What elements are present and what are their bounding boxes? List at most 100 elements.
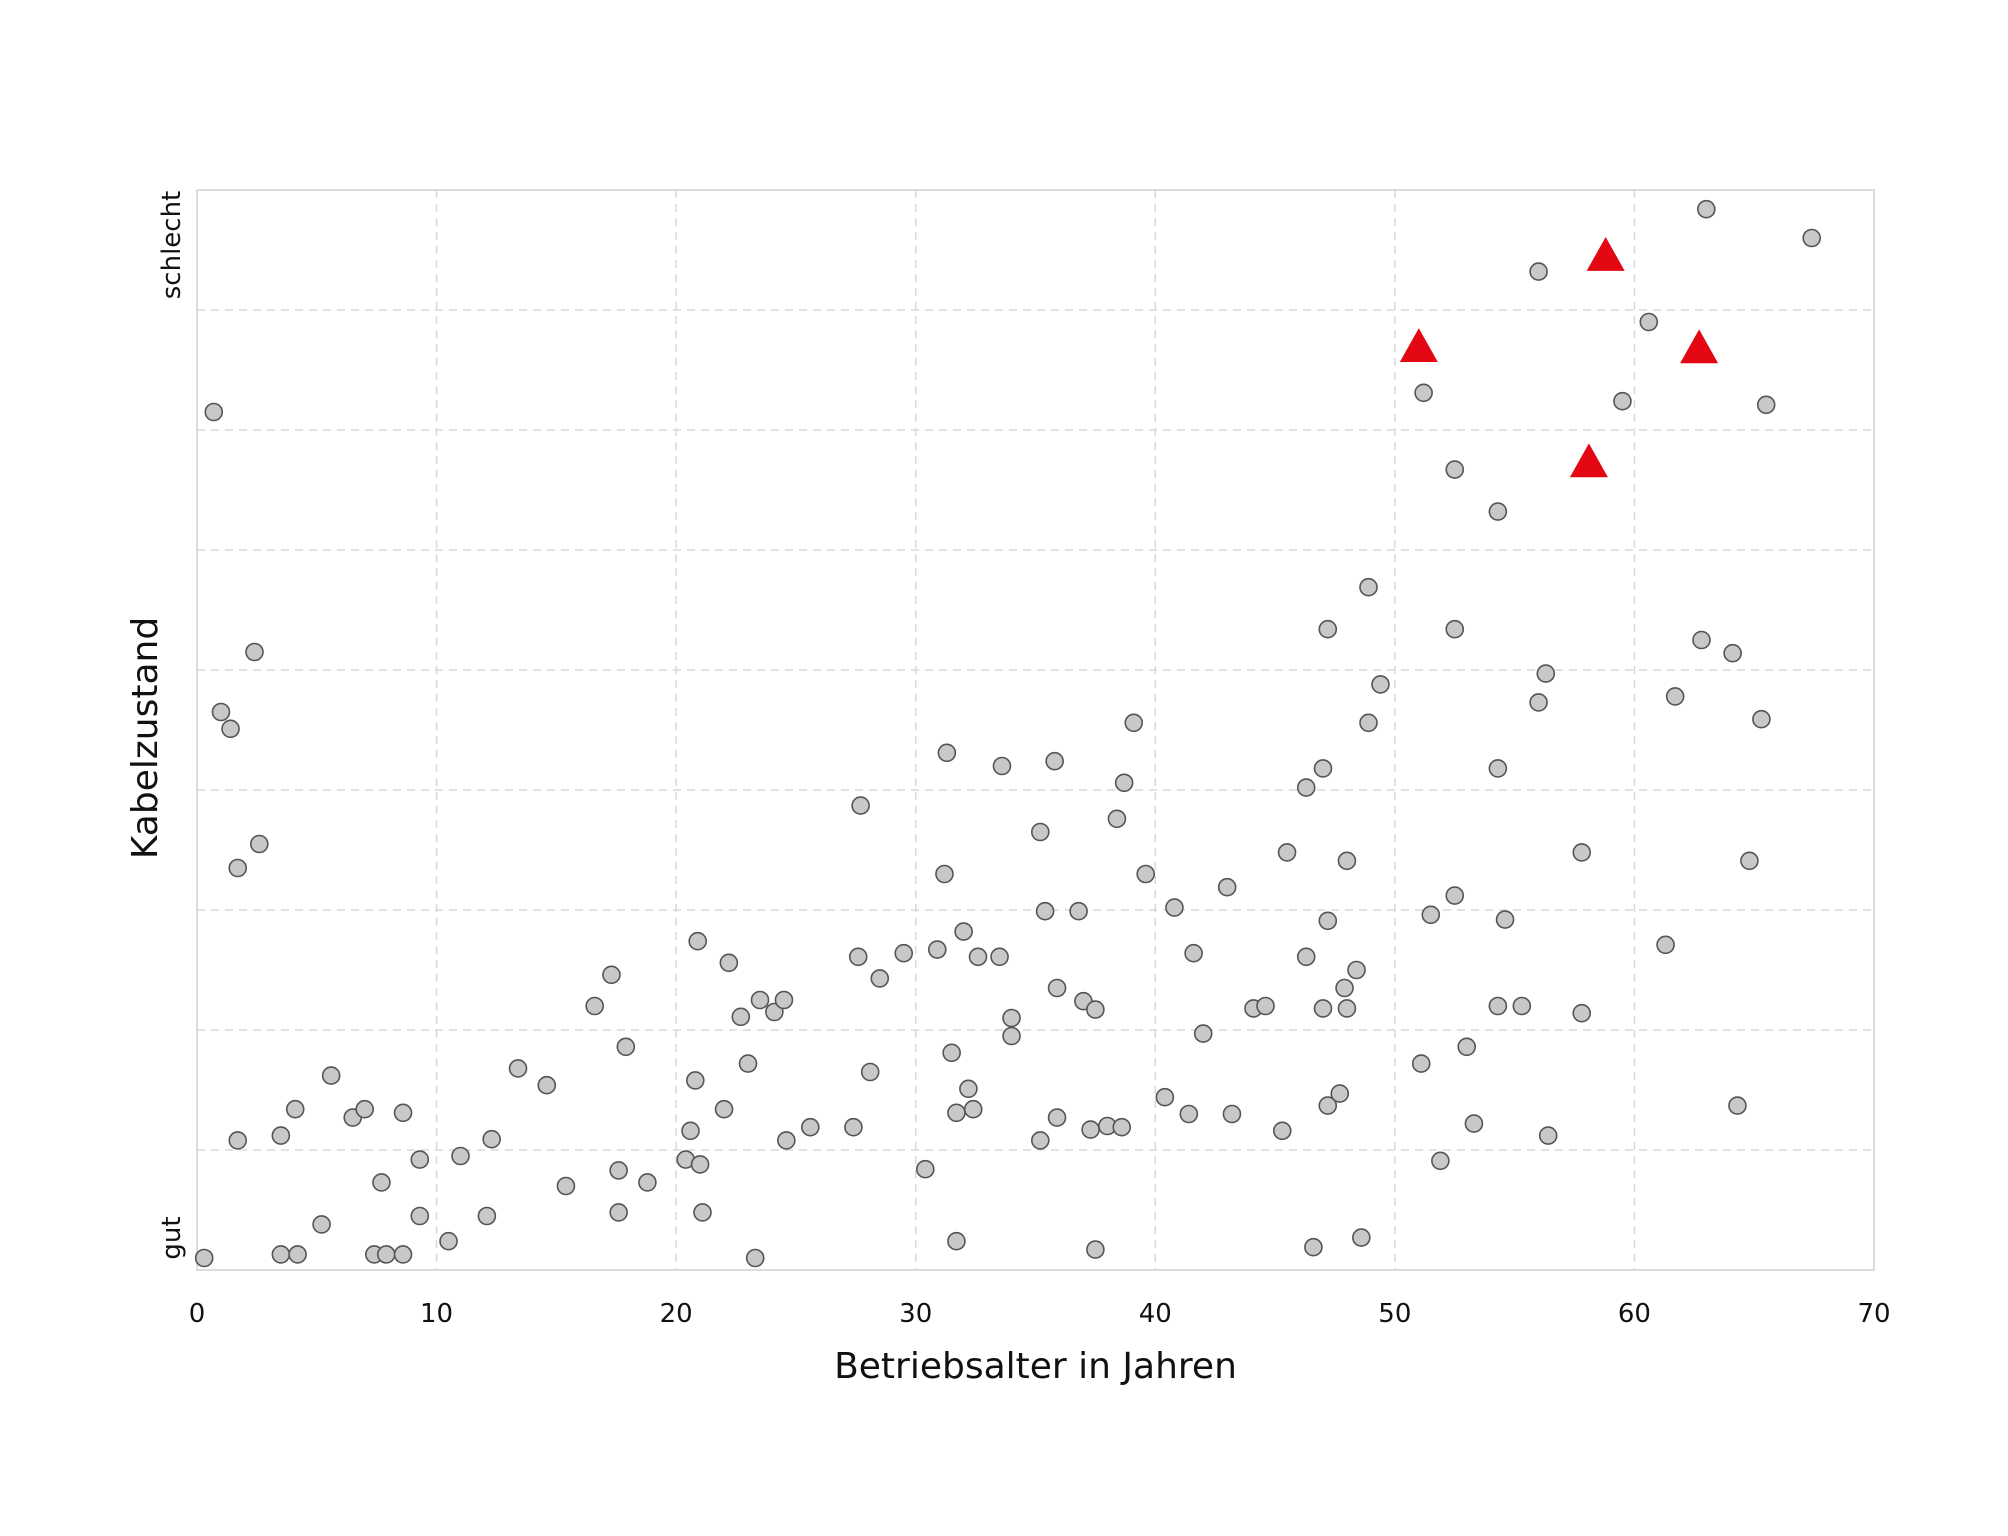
circle-point (937, 743, 957, 763)
circle-point (1304, 1237, 1323, 1257)
x-tick-label: 40 (1139, 1299, 1172, 1329)
circle-point (1337, 851, 1357, 871)
circle-point (927, 940, 947, 959)
triangle-point (1586, 237, 1625, 271)
y-axis-title: Kabelzustand (125, 617, 166, 859)
circle-point (1193, 1024, 1213, 1043)
circle-point (638, 1173, 657, 1192)
circle-point (774, 990, 794, 1010)
y-category-label-high: schlecht (157, 191, 187, 300)
circle-point (1457, 1037, 1477, 1057)
circle-point (556, 1176, 576, 1196)
circle-point (1488, 502, 1508, 521)
circle-point (1445, 886, 1465, 905)
triangle-point (1569, 443, 1608, 478)
circle-point (714, 1099, 734, 1119)
circle-point (1030, 1131, 1050, 1150)
x-tick-label: 0 (189, 1299, 206, 1329)
circle-point (1081, 1120, 1100, 1139)
circle-point (194, 1248, 214, 1268)
circle-point (1464, 1114, 1484, 1133)
circle-point (1536, 664, 1556, 683)
circle-point (393, 1103, 413, 1123)
circle-point (731, 1007, 751, 1027)
circle-point (393, 1245, 413, 1264)
circle-point (750, 990, 770, 1010)
circle-point (935, 864, 954, 884)
circle-point (1165, 898, 1184, 917)
x-tick-label: 60 (1618, 1299, 1651, 1329)
circle-point (245, 642, 264, 662)
circle-point (1337, 999, 1357, 1018)
circle-point (693, 1203, 712, 1222)
circle-point (372, 1173, 391, 1192)
circle-point (1639, 312, 1659, 332)
circle-point (609, 1161, 628, 1180)
circle-point (1697, 199, 1716, 219)
circle-point (1330, 1084, 1350, 1103)
circle-point (1136, 864, 1156, 884)
circle-point (249, 834, 269, 854)
circle-point (954, 922, 973, 941)
circle-point (1802, 228, 1822, 248)
triangle-point (1399, 328, 1438, 363)
circle-point (1124, 713, 1144, 733)
circle-point (851, 796, 870, 815)
circle-point (1347, 960, 1366, 980)
circle-point (1352, 1228, 1371, 1247)
circle-point (1222, 1104, 1242, 1124)
circle-point (616, 1037, 636, 1057)
y-category-label-low: gut (157, 1216, 187, 1259)
circle-point (1047, 978, 1067, 998)
circle-point (1086, 1000, 1105, 1019)
circle-point (1272, 1121, 1292, 1141)
circle-point (1047, 1108, 1067, 1127)
circle-point (1179, 1104, 1199, 1124)
circle-point (288, 1245, 307, 1264)
circle-point (1538, 1126, 1558, 1145)
circle-point (1155, 1087, 1175, 1107)
grid-lines (197, 190, 1874, 1270)
circle-point (1296, 778, 1316, 797)
circle-point (1313, 999, 1333, 1018)
circle-point (1656, 935, 1675, 955)
circle-point (777, 1131, 796, 1150)
circle-point (1277, 843, 1297, 862)
x-axis-title: Betriebsalter in Jahren (834, 1346, 1237, 1387)
circle-point (1086, 1240, 1105, 1259)
circle-point (1445, 460, 1465, 479)
circle-point (844, 1117, 863, 1137)
circle-point (765, 1002, 784, 1022)
circle-point (745, 1248, 765, 1268)
circle-point (1114, 773, 1134, 793)
circle-point (321, 1066, 341, 1085)
circle-point (609, 1203, 628, 1222)
circle-point (1184, 943, 1203, 963)
circle-point (1572, 1003, 1592, 1023)
circle-point (1723, 643, 1742, 663)
circle-point (211, 702, 231, 722)
circle-point (355, 1099, 375, 1119)
circle-point (1335, 978, 1354, 998)
circle-point (1107, 809, 1127, 829)
circle-point (1030, 822, 1050, 842)
circle-point (602, 965, 621, 985)
circle-point (1445, 619, 1465, 639)
circle-point (990, 947, 1009, 967)
data-points (194, 199, 1822, 1268)
x-axis-tick-labels: 0 10 20 30 40 50 60 70 (189, 1299, 1891, 1329)
circle-point (1613, 391, 1632, 411)
circle-point (221, 719, 240, 739)
circle-point (1296, 947, 1316, 967)
circle-point (1112, 1117, 1132, 1137)
circle-point (1318, 619, 1338, 639)
circle-point (1359, 713, 1378, 733)
circle-point (1002, 1026, 1021, 1046)
circle-point (1728, 1096, 1747, 1115)
circle-point (1431, 1151, 1450, 1171)
circle-point (228, 858, 248, 878)
circle-point (1217, 877, 1237, 897)
circle-point (1488, 759, 1508, 778)
circle-point (508, 1059, 528, 1078)
circle-point (1572, 843, 1592, 862)
